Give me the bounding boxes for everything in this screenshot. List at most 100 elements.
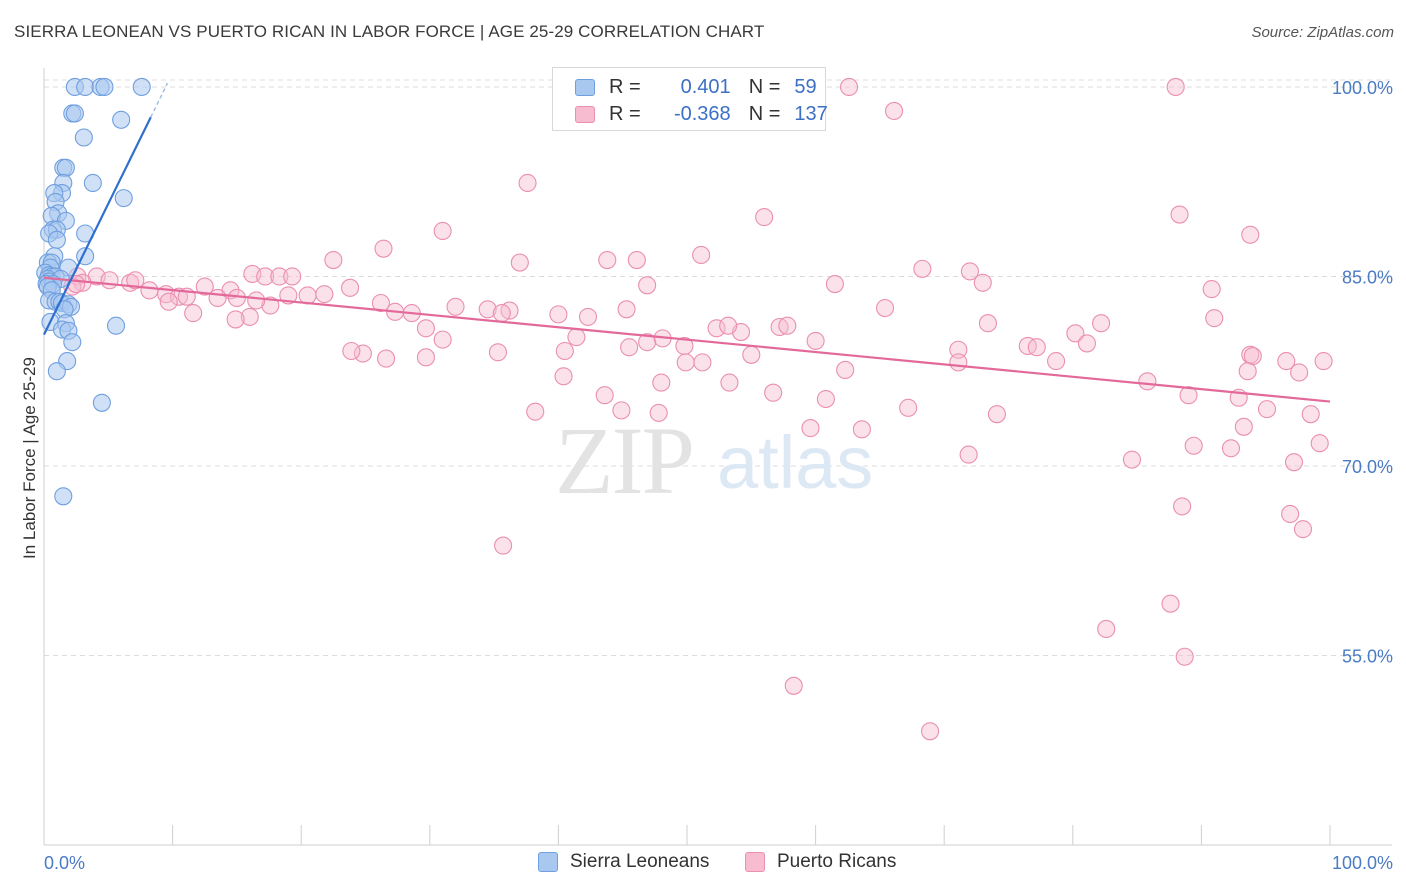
sierra-leonean-trend-line	[43, 116, 152, 336]
sierra-leonean-point	[132, 77, 151, 97]
bottom-legend-sierra: Sierra Leoneans	[538, 851, 709, 873]
sierra-leonean-point	[47, 362, 66, 381]
puerto-rican-point	[298, 286, 317, 305]
puerto-rican-point	[612, 401, 631, 420]
watermark-zip: ZIP	[555, 407, 693, 514]
sierra-leonean-point	[106, 316, 126, 335]
puerto-rican-point	[1205, 309, 1224, 328]
puerto-rican-point	[652, 373, 671, 392]
sierra-leonean-point	[56, 158, 75, 177]
puerto-rican-point	[1301, 405, 1320, 424]
bottom-legend-puerto: Puerto Ricans	[745, 851, 896, 873]
puerto-rican-point	[1097, 619, 1116, 639]
y-tick-label: 100.0%	[1332, 78, 1393, 98]
puerto-rican-point	[433, 221, 452, 241]
puerto-rican-point	[627, 250, 646, 270]
puerto-rican-point	[374, 239, 393, 258]
puerto-rican-point	[949, 340, 968, 359]
puerto-rican-point	[1234, 417, 1253, 436]
y-tick-label: 70.0%	[1342, 457, 1393, 477]
puerto-rican-point	[184, 304, 203, 323]
puerto-rican-point	[256, 267, 275, 286]
puerto-rican-point	[1175, 647, 1194, 666]
legend-r-label: R =	[609, 75, 641, 98]
puerto-rican-point	[240, 307, 259, 326]
legend-r-value: -0.368	[673, 102, 731, 125]
puerto-rican-point	[518, 173, 537, 193]
puerto-rican-point	[270, 267, 289, 286]
puerto-rican-point	[1257, 400, 1277, 419]
puerto-rican-point	[638, 333, 657, 352]
puerto-rican-point	[446, 297, 465, 316]
x-tick-label: 0.0%	[44, 853, 85, 873]
sierra-leonean-point	[47, 230, 66, 249]
legend-r-label: R =	[609, 102, 641, 125]
legend-n-value: 137	[794, 102, 828, 125]
puerto-rican-point	[693, 353, 712, 372]
puerto-rican-point	[67, 274, 86, 294]
puerto-rican-point	[1290, 363, 1309, 382]
puerto-rican-point	[416, 348, 435, 367]
puerto-rican-point	[1202, 280, 1221, 299]
sierra-leonean-point	[92, 393, 111, 412]
watermark: ZIP atlas	[555, 407, 873, 514]
puerto-rican-point	[875, 298, 895, 318]
puerto-rican-point	[1221, 439, 1241, 458]
puerto-rican-point	[169, 287, 189, 306]
puerto-rican-point	[1170, 205, 1189, 224]
puerto-rican-point	[839, 77, 859, 97]
puerto-rican-point	[416, 319, 435, 338]
puerto-rican-point	[720, 373, 739, 392]
puerto-rican-point	[494, 536, 513, 555]
puerto-rican-point	[1284, 453, 1304, 472]
tick-labels: 55.0% 70.0% 85.0% 100.0% 0.0% 100.0%	[44, 78, 1393, 873]
legend-row-puerto: R = -0.368 N = 137	[575, 101, 828, 127]
legend-r-value: 0.401	[680, 75, 731, 98]
puerto-rican-point	[1310, 434, 1329, 453]
puerto-rican-point	[510, 253, 529, 272]
puerto-rican-point	[1138, 372, 1157, 391]
puerto-rican-point	[825, 274, 844, 294]
puerto-rican-point	[784, 676, 803, 695]
puerto-rican-point	[816, 389, 835, 409]
puerto-rican-point	[1161, 594, 1180, 613]
puerto-rican-point	[578, 307, 598, 326]
sierra-leonean-point	[112, 110, 131, 129]
y-tick-label: 55.0%	[1342, 646, 1393, 666]
puerto-rican-points	[63, 77, 1333, 741]
puerto-rican-point	[261, 296, 280, 315]
puerto-rican-point	[1277, 352, 1296, 371]
puerto-rican-point	[973, 273, 992, 292]
puerto-rican-point	[719, 316, 738, 335]
puerto-rican-point	[1173, 497, 1192, 516]
puerto-rican-point	[279, 286, 298, 305]
puerto-rican-point	[755, 208, 774, 227]
trend-lines	[43, 82, 1331, 403]
puerto-rican-point	[959, 445, 978, 464]
puerto-rican-point	[899, 398, 918, 417]
puerto-rican-point	[1314, 352, 1333, 371]
puerto-rican-point	[949, 353, 968, 372]
bottom-legend-swatch-blue	[538, 852, 558, 872]
sierra-leonean-points	[36, 77, 151, 506]
puerto-rican-point	[620, 338, 639, 357]
puerto-rican-point	[433, 330, 452, 349]
puerto-rican-point	[960, 262, 979, 281]
puerto-rican-point	[555, 341, 574, 361]
sierra-leonean-trend-extension	[150, 82, 169, 118]
sierra-leonean-point	[54, 487, 73, 506]
puerto-rican-point	[801, 419, 820, 438]
puerto-rican-point	[195, 277, 214, 296]
puerto-rican-point	[247, 291, 266, 310]
puerto-rican-point	[492, 304, 511, 323]
puerto-rican-point	[1077, 334, 1096, 353]
axes	[43, 68, 1392, 846]
puerto-rican-point	[617, 300, 636, 319]
puerto-rican-point	[324, 250, 343, 270]
puerto-rican-point	[921, 722, 940, 741]
y-axis-title: In Labor Force | Age 25-29	[20, 357, 39, 559]
sierra-leonean-point	[74, 128, 93, 147]
puerto-rican-point	[836, 360, 855, 380]
x-tick-label: 100.0%	[1332, 853, 1393, 873]
